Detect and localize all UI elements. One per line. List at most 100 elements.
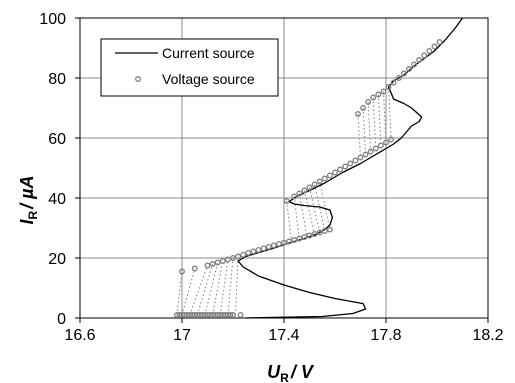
x-tick-label: 18.2	[472, 327, 503, 344]
x-tick-label: 17	[173, 327, 191, 344]
voltage-source-point	[380, 88, 387, 95]
transition-line	[298, 193, 308, 237]
y-tick-label: 60	[48, 131, 66, 148]
transition-line	[367, 101, 372, 152]
voltage-source-point	[400, 70, 407, 77]
voltage-source-point	[421, 52, 428, 59]
transition-line	[293, 196, 300, 239]
voltage-source-point	[347, 160, 354, 167]
transition-line	[286, 200, 293, 242]
voltage-source-point	[255, 246, 262, 253]
voltage-source-point	[214, 259, 221, 266]
voltage-source-point	[235, 253, 242, 260]
voltage-source-point	[224, 256, 231, 263]
y-tick-label: 20	[48, 251, 66, 268]
voltage-source-point	[360, 105, 366, 111]
voltage-source-point	[367, 148, 374, 155]
voltage-source-point	[311, 181, 318, 188]
transition-line	[388, 86, 392, 140]
y-tick-label: 80	[48, 71, 66, 88]
voltage-source-point	[337, 166, 344, 173]
voltage-source-point	[204, 262, 211, 269]
voltage-source-point	[385, 84, 392, 90]
voltage-source-point	[286, 238, 293, 245]
voltage-source-point	[375, 91, 382, 98]
transition-line	[204, 262, 219, 316]
voltage-source-point	[372, 145, 379, 152]
legend-voltage-marker	[135, 76, 141, 82]
x-tick-label: 17.4	[268, 327, 299, 344]
voltage-source-point	[395, 75, 402, 81]
transition-line	[212, 260, 224, 316]
voltage-source-point	[316, 178, 323, 185]
voltage-source-point	[365, 99, 372, 105]
voltage-source-point	[291, 237, 298, 243]
transition-line	[319, 181, 331, 230]
voltage-source-point	[296, 235, 303, 242]
y-tick-label: 40	[48, 191, 66, 208]
voltage-source-point	[316, 229, 323, 236]
voltage-source-point	[321, 175, 328, 182]
transition-line	[309, 187, 321, 233]
voltage-source-point	[342, 163, 349, 170]
voltage-source-point	[416, 57, 423, 63]
voltage-source-point	[355, 111, 361, 117]
ticks: 16.6 17 17.4 17.8 18.2 0 20 40 60 80 100	[39, 11, 503, 344]
voltage-source-point	[301, 187, 308, 194]
voltage-source-point	[230, 312, 236, 318]
voltage-source-point	[191, 265, 198, 272]
voltage-source-point	[311, 231, 318, 237]
series	[173, 17, 464, 319]
y-axis-title: IR/ µA	[17, 175, 40, 224]
legend: Current source Voltage source	[100, 38, 279, 97]
y-tick-label: 0	[57, 311, 66, 328]
x-tick-label: 16.6	[64, 327, 95, 344]
voltage-source-point	[270, 242, 277, 249]
voltage-source-point	[245, 249, 252, 256]
voltage-source-point	[321, 228, 328, 234]
voltage-source-point	[390, 79, 397, 86]
voltage-source-point	[306, 184, 313, 191]
voltage-source-point	[426, 48, 433, 54]
legend-box	[100, 38, 279, 97]
transition-line	[235, 256, 239, 316]
voltage-source-point	[377, 142, 384, 149]
voltage-source-point	[260, 245, 267, 252]
voltage-source-point	[411, 61, 417, 68]
y-tick-label: 100	[39, 11, 66, 28]
transition-line	[219, 259, 229, 316]
voltage-source-point	[209, 261, 216, 267]
transition-line	[196, 263, 214, 316]
voltage-source-point	[301, 234, 308, 240]
transition-line	[189, 265, 208, 316]
voltage-source-point	[179, 268, 185, 275]
voltage-source-point	[388, 136, 395, 143]
legend-current-label: Current source	[162, 45, 255, 61]
transition-line	[362, 107, 367, 155]
transition-line	[176, 271, 183, 316]
voltage-source-point	[306, 232, 313, 239]
voltage-source-point	[237, 312, 244, 318]
transition-line	[382, 91, 387, 143]
voltage-source-point	[250, 248, 257, 255]
voltage-source-point	[406, 66, 412, 72]
voltage-source-point	[227, 312, 234, 318]
x-tick-label: 17.8	[370, 327, 401, 344]
voltage-source-point	[296, 190, 303, 197]
voltage-source-point	[281, 239, 287, 246]
voltage-source-point	[383, 139, 389, 146]
voltage-source-point	[219, 258, 226, 264]
voltage-source-point	[283, 198, 290, 204]
voltage-source-point	[332, 169, 338, 176]
transition-line	[227, 257, 234, 316]
voltage-source-point	[362, 151, 369, 158]
transitions	[176, 86, 392, 316]
x-axis-title: UR / V	[267, 362, 315, 383]
voltage-source-point	[352, 157, 359, 164]
voltage-source-point	[230, 255, 236, 261]
voltage-source-point	[265, 243, 272, 250]
voltage-source-point	[326, 226, 333, 233]
voltage-source-point	[291, 193, 298, 200]
voltage-source-point	[240, 251, 247, 258]
voltage-source-point	[326, 172, 333, 179]
